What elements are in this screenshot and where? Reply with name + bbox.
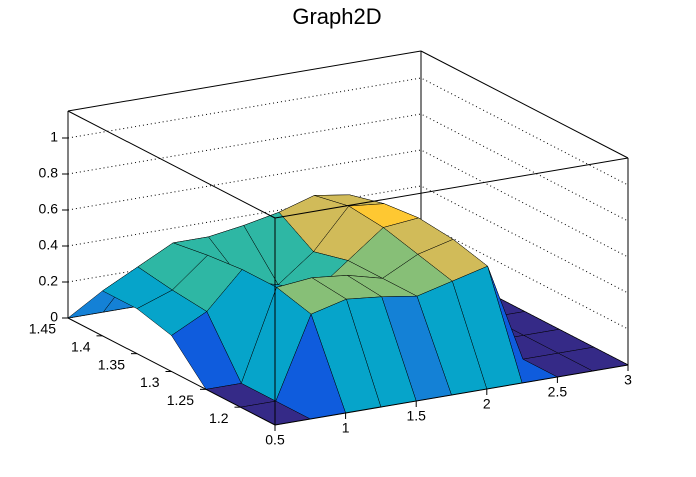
box-edge bbox=[67, 50, 422, 112]
y-tick-label: 1.45 bbox=[29, 321, 56, 337]
z-tick-label: 0.8 bbox=[39, 165, 59, 181]
box-edge bbox=[274, 157, 629, 219]
y-tick-label: 1.2 bbox=[209, 410, 229, 426]
x-tick-label: 1.5 bbox=[406, 408, 426, 424]
y-tick-label: 1.35 bbox=[98, 356, 125, 372]
x-tick-label: 2.5 bbox=[548, 384, 568, 400]
box-edge bbox=[67, 110, 276, 219]
x-axis bbox=[274, 364, 629, 426]
x-tick-label: 3 bbox=[624, 372, 632, 388]
x-tick-label: 0.5 bbox=[265, 432, 285, 448]
box-edge bbox=[420, 50, 629, 159]
z-tick-label: 0.4 bbox=[39, 237, 59, 253]
grid-line bbox=[67, 77, 629, 186]
z-tick-label: 1 bbox=[50, 129, 58, 145]
x-tick-label: 1 bbox=[342, 420, 350, 436]
y-tick-label: 1.4 bbox=[71, 339, 91, 355]
y-tick-label: 1.3 bbox=[140, 374, 160, 390]
x-tick-label: 2 bbox=[483, 396, 491, 412]
y-tick-label: 1.25 bbox=[167, 392, 194, 408]
z-tick-label: 0 bbox=[50, 309, 58, 325]
chart-title: Graph2D bbox=[292, 4, 381, 29]
z-tick-label: 0.2 bbox=[39, 273, 59, 289]
z-tick-label: 0.6 bbox=[39, 201, 59, 217]
